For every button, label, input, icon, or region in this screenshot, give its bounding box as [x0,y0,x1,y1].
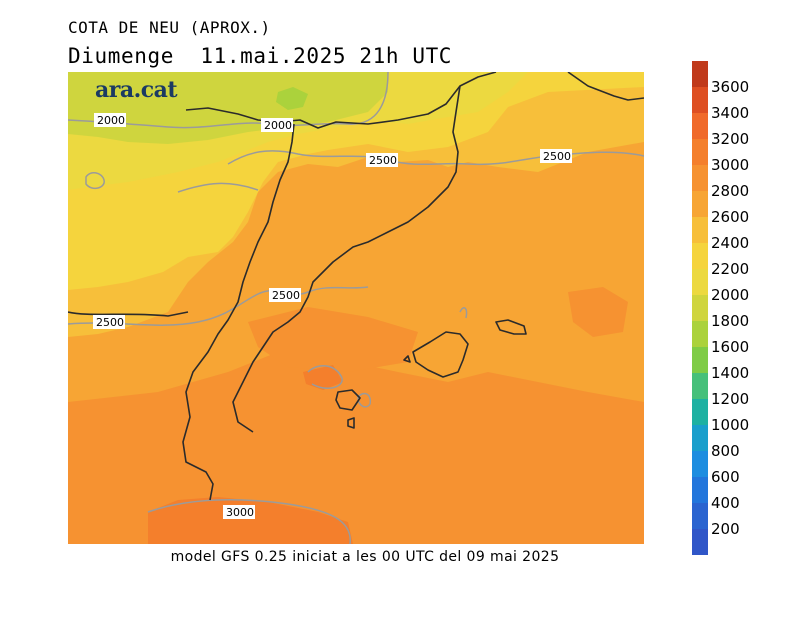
contour-label: 2500 [543,150,571,163]
legend-color-band [692,191,708,217]
legend-tick-label: 1200 [711,390,750,408]
field-2800-3000 [68,352,644,544]
contour-label-group: 2000 2000 2500 2500 2500 2500 3000 [93,113,572,519]
legend-tick-label: 1000 [711,416,750,434]
legend-tick-label: 3200 [711,130,750,148]
legend-color-band [692,529,708,555]
legend-tick-label: 2200 [711,260,750,278]
legend-color-band [692,165,708,191]
legend-tick-label: 2800 [711,182,750,200]
legend-color-band [692,451,708,477]
contour-label: 2500 [369,154,397,167]
field-1600-1800 [276,87,308,110]
legend-color-band [692,61,708,87]
field-2800-3000-b [248,307,418,372]
legend-tick-label: 3400 [711,104,750,122]
legend-color-band [692,295,708,321]
legend-tick-label: 1800 [711,312,750,330]
legend-tick-label: 400 [711,494,740,512]
legend-color-band [692,477,708,503]
ara-cat-logo: ara.cat [95,77,178,103]
legend-tick-label: 2400 [711,234,750,252]
map-subtitle: Diumenge 11.mai.2025 21h UTC [68,44,453,68]
legend-color-band [692,87,708,113]
coastlines-borders [68,72,644,501]
contour-label: 3000 [226,506,254,519]
legend-tick-label: 3600 [711,78,750,96]
legend-tick-label: 2000 [711,286,750,304]
legend-color-band [692,269,708,295]
contour-label: 2000 [97,114,125,127]
contour-label: 2000 [264,119,292,132]
legend-color-band [692,503,708,529]
legend-color-band [692,399,708,425]
legend-tick-label: 3000 [711,156,750,174]
legend-color-band [692,217,708,243]
legend-color-band [692,347,708,373]
contour-label: 2500 [96,316,124,329]
legend-color-band [692,139,708,165]
legend-tick-label: 1600 [711,338,750,356]
legend-tick-label: 2600 [711,208,750,226]
legend-color-band [692,113,708,139]
map-title: COTA DE NEU (APROX.) [68,18,271,37]
legend-color-band [692,243,708,269]
color-legend [692,61,708,555]
legend-tick-label: 200 [711,520,740,538]
legend-tick-label: 600 [711,468,740,486]
contour-label: 2500 [272,289,300,302]
model-caption: model GFS 0.25 iniciat a les 00 UTC del … [170,549,560,565]
legend-color-band [692,321,708,347]
legend-tick-label: 1400 [711,364,750,382]
field-2800-3000-c [568,287,628,337]
snow-level-map: 2000 2000 2500 2500 2500 2500 3000 [68,72,644,544]
legend-color-band [692,425,708,451]
field-3000-3200 [148,497,353,544]
legend-tick-label: 800 [711,442,740,460]
legend-color-band [692,373,708,399]
